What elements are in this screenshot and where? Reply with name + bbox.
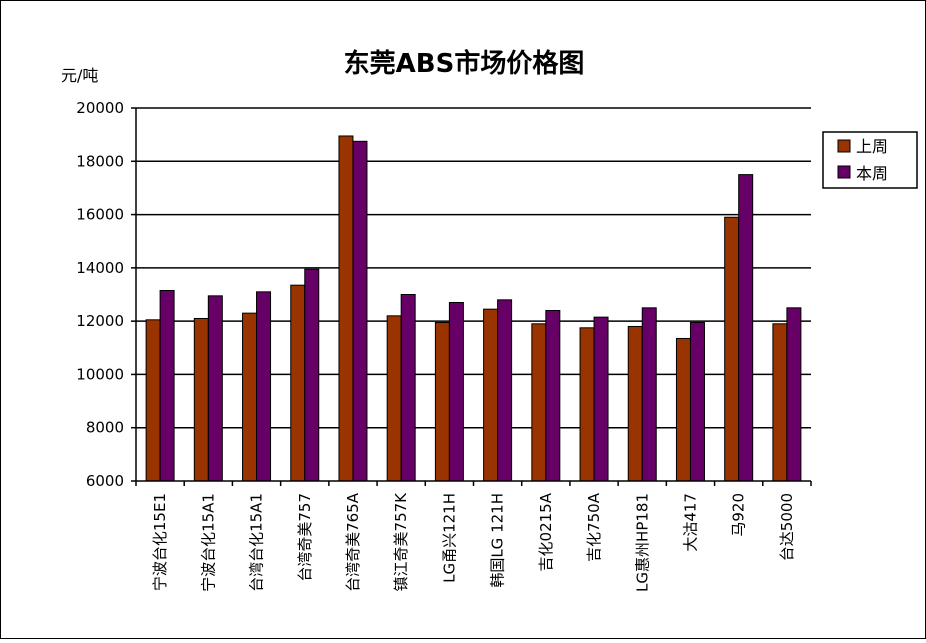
x-category-label: 宁波台化15E1: [151, 493, 169, 591]
y-tick-label: 18000: [76, 152, 124, 170]
bar-this-week: [207, 295, 223, 482]
legend: 上周 本周: [822, 131, 918, 189]
y-tick-label: 6000: [86, 472, 124, 490]
x-category-label: 韩国LG 121H: [489, 493, 507, 588]
x-category-label: 吉化0215A: [537, 492, 555, 571]
bar-last-week: [386, 315, 402, 482]
x-category-label: 台湾奇美757: [296, 493, 314, 582]
x-category-label: 大沽417: [681, 493, 699, 552]
y-tick-label: 14000: [76, 259, 124, 277]
bar-last-week: [675, 337, 691, 482]
x-category-label: 镇江奇美757K: [392, 492, 410, 592]
x-category-label: 台湾台化15A1: [248, 493, 266, 592]
bar-last-week: [145, 319, 161, 482]
bar-this-week: [159, 290, 175, 482]
x-category-label: 台达5000: [778, 493, 796, 561]
x-axis-categories: 宁波台化15E1 宁波台化15A1 台湾台化15A1 台湾奇美757 台湾奇美765A 镇…: [151, 492, 796, 592]
bar-last-week: [531, 323, 547, 482]
legend-swatch-last-week: [837, 139, 851, 153]
bar-last-week: [193, 317, 209, 482]
y-axis-ticks: 6000 8000 10000 12000 14000 16000 18000 20000: [76, 99, 136, 490]
legend-swatch-this-week: [837, 165, 851, 179]
bar-this-week: [352, 140, 368, 482]
x-category-label: 吉化750A: [585, 492, 603, 562]
y-tick-label: 20000: [76, 99, 124, 117]
bar-this-week: [786, 307, 802, 482]
legend-label-last-week: 上周: [856, 137, 888, 156]
bar-this-week: [545, 309, 561, 482]
y-tick-label: 10000: [76, 365, 124, 383]
bar-this-week: [400, 294, 416, 482]
y-tick-label: 8000: [86, 419, 124, 437]
bar-this-week: [448, 301, 464, 482]
bar-last-week: [579, 327, 595, 482]
y-axis-label: 元/吨: [61, 66, 98, 85]
bar-this-week: [641, 307, 657, 482]
x-category-label: 马920: [730, 493, 748, 537]
bar-last-week: [772, 323, 788, 482]
y-tick-label: 12000: [76, 312, 124, 330]
x-category-label: 宁波台化15A1: [199, 493, 217, 592]
bar-last-week: [724, 216, 740, 482]
axes: [135, 108, 812, 486]
bars: [145, 135, 802, 482]
bar-this-week: [256, 291, 272, 482]
bar-last-week: [290, 284, 306, 482]
bar-last-week: [483, 308, 499, 482]
bar-this-week: [689, 321, 705, 482]
x-category-label: LG惠州HP181: [633, 493, 651, 592]
bar-last-week: [338, 135, 354, 482]
bar-this-week: [497, 299, 513, 482]
bar-this-week: [738, 174, 754, 482]
bar-this-week: [593, 316, 609, 482]
legend-label-this-week: 本周: [856, 164, 888, 183]
bar-last-week: [242, 312, 258, 482]
bar-last-week: [434, 321, 450, 482]
y-tick-label: 16000: [76, 206, 124, 224]
x-category-label: 台湾奇美765A: [344, 492, 362, 592]
x-category-label: LG甬兴121H: [440, 493, 458, 583]
gridlines: [136, 107, 811, 429]
bar-this-week: [304, 268, 320, 482]
chart-title: 东莞ABS市场价格图: [344, 48, 585, 79]
bar-last-week: [627, 325, 643, 482]
